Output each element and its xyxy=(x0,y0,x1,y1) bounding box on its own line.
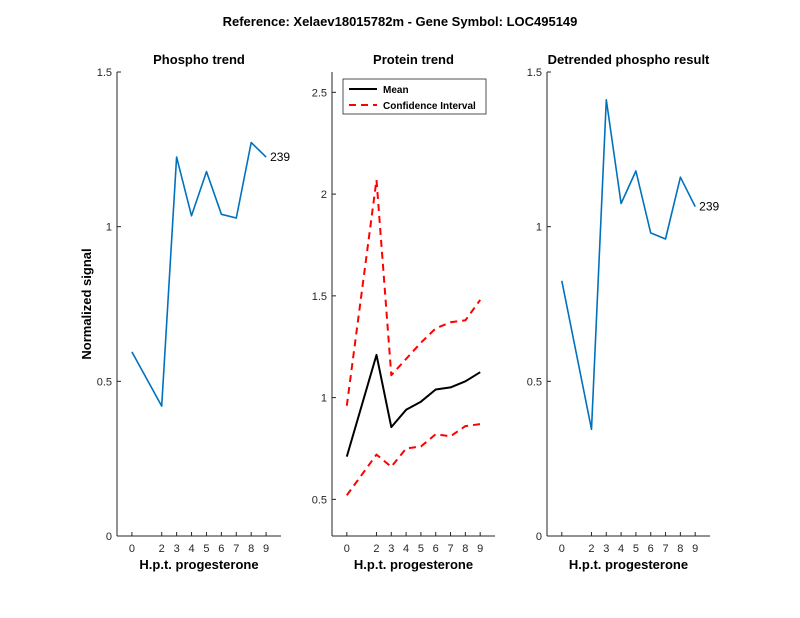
series-line-confidence-interval-upper xyxy=(345,178,482,406)
legend-box xyxy=(342,78,487,115)
y-tick-label: 2.5 xyxy=(312,87,327,99)
y-tick-label: 0 xyxy=(536,531,542,543)
y-tick-label: 0.5 xyxy=(312,494,327,506)
y-tick-label: 2 xyxy=(321,189,327,201)
x-tick-label: 7 xyxy=(447,543,453,555)
x-tick-label: 8 xyxy=(677,543,683,555)
x-tick-label: 0 xyxy=(344,543,350,555)
x-tick-label: 9 xyxy=(477,543,483,555)
x-tick-label: 6 xyxy=(218,543,224,555)
y-tick-label: 0.5 xyxy=(527,376,542,388)
x-tick-label: 2 xyxy=(373,543,379,555)
chart-title: Phospho trend xyxy=(153,52,245,67)
x-tick-label: 5 xyxy=(633,543,639,555)
x-tick-label: 2 xyxy=(588,543,594,555)
legend: Mean Confidence Interval xyxy=(342,78,487,115)
x-tick-label: 0 xyxy=(129,543,135,555)
y-tick-label: 1 xyxy=(536,222,542,234)
x-axis-label: H.p.t. progesterone xyxy=(569,557,688,572)
x-tick-label: 4 xyxy=(618,543,624,555)
chart-panel-1: Phospho trend 0 0.5 1 1.5 0 2 3 4 5 6 7 8 9 H.p.t. pro… xyxy=(79,52,290,572)
x-tick-label: 8 xyxy=(462,543,468,555)
y-tick-label: 0 xyxy=(106,531,112,543)
y-tick-label: 1.5 xyxy=(527,67,542,79)
x-tick-label: 3 xyxy=(603,543,609,555)
series-line-detrended xyxy=(561,99,696,431)
x-axis-label: H.p.t. progesterone xyxy=(354,557,473,572)
x-tick-label: 3 xyxy=(174,543,180,555)
data-annotation: 239 xyxy=(699,200,719,214)
y-tick-label: 1.5 xyxy=(97,67,112,79)
y-axis-label: Normalized signal xyxy=(79,248,94,359)
x-tick-label: 4 xyxy=(403,543,409,555)
x-tick-label: 4 xyxy=(188,543,194,555)
series-line-mean xyxy=(345,353,481,457)
x-tick-label: 6 xyxy=(648,543,654,555)
y-tick-label: 0.5 xyxy=(97,376,112,388)
y-tick-label: 1.5 xyxy=(312,291,327,303)
x-tick-label: 7 xyxy=(662,543,668,555)
x-tick-label: 5 xyxy=(418,543,424,555)
y-tick-label: 1 xyxy=(106,222,112,234)
x-tick-label: 3 xyxy=(388,543,394,555)
x-tick-label: 6 xyxy=(433,543,439,555)
x-tick-label: 8 xyxy=(248,543,254,555)
chart-title: Detrended phospho result xyxy=(548,52,710,67)
series-line-confidence-interval-lower xyxy=(345,423,481,496)
x-axis-label: H.p.t. progesterone xyxy=(139,557,258,572)
figure-title: Reference: Xelaev18015782m - Gene Symbol… xyxy=(222,14,578,29)
x-tick-label: 9 xyxy=(263,543,269,555)
legend-label: Confidence Interval xyxy=(383,101,476,112)
x-tick-label: 5 xyxy=(203,543,209,555)
x-tick-label: 9 xyxy=(692,543,698,555)
series-line-phospho xyxy=(131,141,267,407)
x-tick-label: 7 xyxy=(233,543,239,555)
y-tick-label: 1 xyxy=(321,393,327,405)
chart-panel-3: Detrended phospho result 0 0.5 1 1.5 0 2 3 4 5 6 7 8… xyxy=(527,52,720,572)
legend-label: Mean xyxy=(383,85,409,96)
data-annotation: 239 xyxy=(270,150,290,164)
chart-title: Protein trend xyxy=(373,52,454,67)
x-tick-label: 0 xyxy=(559,543,565,555)
x-tick-label: 2 xyxy=(159,543,165,555)
